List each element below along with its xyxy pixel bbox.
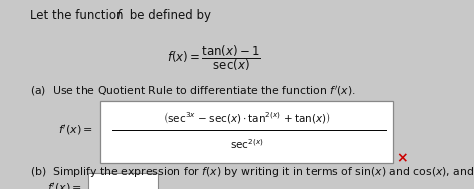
Text: be defined by: be defined by: [127, 9, 211, 22]
Text: (b)  Simplify the expression for $f(x)$ by writing it in terms of $\sin(x)$ and : (b) Simplify the expression for $f(x)$ b…: [30, 165, 474, 180]
Text: f: f: [116, 9, 120, 22]
Text: $f(x) = \dfrac{\tan(x) - 1}{\sec(x)}$: $f(x) = \dfrac{\tan(x) - 1}{\sec(x)}$: [167, 43, 261, 73]
Text: (a)  Use the Quotient Rule to differentiate the function $f'(x)$.: (a) Use the Quotient Rule to differentia…: [30, 84, 356, 98]
FancyBboxPatch shape: [88, 173, 158, 189]
Text: $\sec^{2(x)}$: $\sec^{2(x)}$: [229, 137, 263, 151]
Text: $f'(x) =$: $f'(x) =$: [46, 181, 81, 189]
Text: $\mathbf{\times}$: $\mathbf{\times}$: [396, 151, 408, 165]
Text: Let the function: Let the function: [30, 9, 128, 22]
FancyBboxPatch shape: [100, 101, 392, 163]
Text: $\left(\sec^{3x} - \sec(x)\cdot\tan^{2(x)} + \tan(x)\right)$: $\left(\sec^{3x} - \sec(x)\cdot\tan^{2(x…: [163, 110, 330, 125]
Text: $f'(x) =$: $f'(x) =$: [58, 123, 93, 137]
